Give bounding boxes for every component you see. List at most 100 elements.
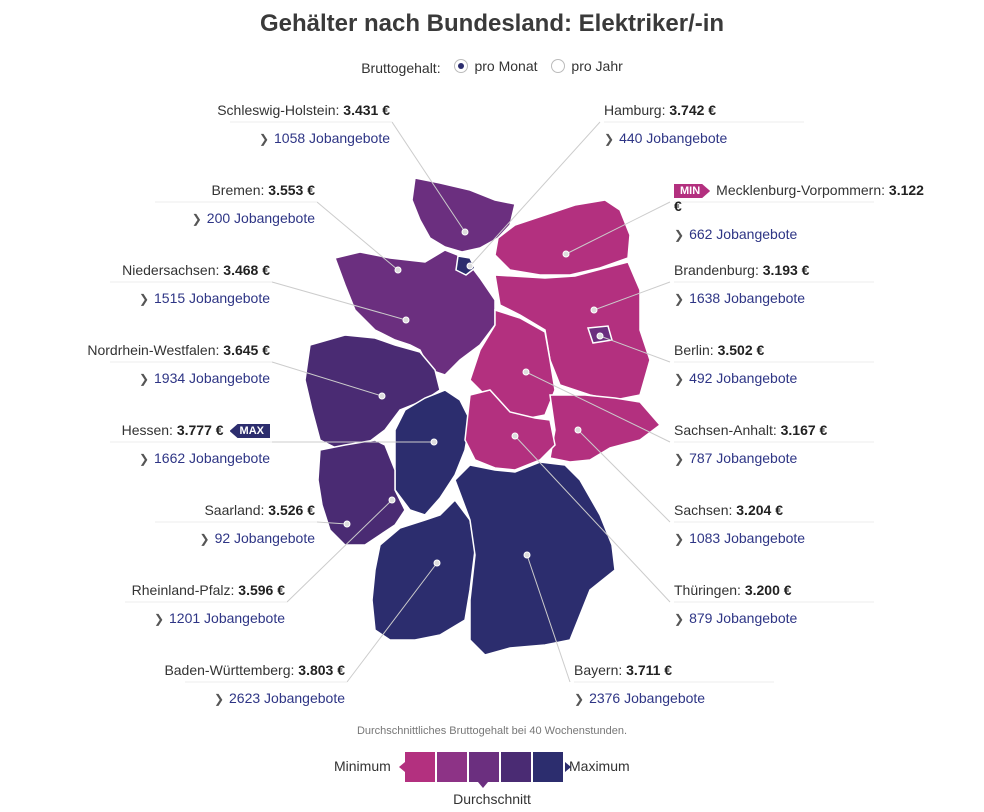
state-label-be: Berlin: 3.502 € ❯ 492 Jobangebote bbox=[674, 342, 934, 386]
job-offers-text: 1638 Jobangebote bbox=[689, 290, 806, 306]
leader-line-ni bbox=[271, 281, 407, 321]
job-offers-link[interactable]: ❯ 662 Jobangebote bbox=[674, 226, 934, 242]
job-offers-link[interactable]: ❯ 879 Jobangebote bbox=[674, 610, 934, 626]
chevron-right-icon: ❯ bbox=[674, 372, 685, 386]
radio-pro-jahr[interactable]: pro Jahr bbox=[551, 58, 623, 74]
state-marker-ni bbox=[402, 316, 410, 324]
state-shape-th[interactable] bbox=[464, 389, 556, 471]
state-shape-sh[interactable] bbox=[411, 177, 516, 253]
leader-line-sn bbox=[577, 429, 671, 523]
chevron-right-icon: ❯ bbox=[674, 532, 685, 546]
state-shape-sn[interactable] bbox=[549, 394, 662, 463]
chevron-right-icon: ❯ bbox=[153, 612, 164, 626]
job-offers-link[interactable]: ❯ 92 Jobangebote bbox=[55, 530, 316, 546]
job-offers-link[interactable]: ❯ 787 Jobangebote bbox=[674, 450, 934, 466]
leader-line-mv bbox=[565, 201, 671, 255]
state-name: Hessen: bbox=[121, 422, 177, 438]
state-marker-sn bbox=[574, 426, 582, 434]
job-offers-text: 1058 Jobangebote bbox=[274, 130, 390, 146]
job-offers-link[interactable]: ❯ 200 Jobangebote bbox=[55, 210, 315, 226]
job-offers-link[interactable]: ❯ 1058 Jobangebote bbox=[130, 130, 390, 146]
color-legend: Minimum Maximum Durchschnitt bbox=[0, 752, 984, 812]
chevron-right-icon: ❯ bbox=[138, 372, 149, 386]
leader-line-hh bbox=[469, 121, 601, 267]
job-offers-text: 1515 Jobangebote bbox=[154, 290, 270, 306]
state-label-bb: Brandenburg: 3.193 € ❯ 1638 Jobangebote bbox=[674, 262, 934, 306]
job-offers-text: 2376 Jobangebote bbox=[589, 690, 706, 706]
job-offers-link[interactable]: ❯ 1934 Jobangebote bbox=[10, 370, 270, 386]
chevron-right-icon: ❯ bbox=[191, 212, 202, 226]
chevron-right-icon: ❯ bbox=[674, 292, 685, 306]
state-name: Nordrhein-Westfalen: bbox=[87, 342, 224, 358]
leader-line-th bbox=[514, 435, 671, 603]
legend-min-pointer-icon bbox=[399, 762, 405, 772]
state-label-sl: Saarland: 3.526 € ❯ 92 Jobangebote bbox=[55, 502, 316, 546]
state-salary: 3.200 € bbox=[744, 582, 792, 598]
state-name: Bremen: bbox=[211, 182, 269, 198]
leader-line-by bbox=[526, 554, 571, 683]
legend-max-label: Maximum bbox=[569, 758, 630, 774]
state-marker-nw bbox=[378, 392, 386, 400]
leader-line-be bbox=[599, 335, 671, 363]
state-marker-st bbox=[522, 368, 530, 376]
state-salary: 3.711 € bbox=[626, 662, 673, 678]
job-offers-link[interactable]: ❯ 1201 Jobangebote bbox=[25, 610, 285, 626]
state-name-row: Baden-Württemberg: 3.803 € bbox=[85, 662, 345, 678]
legend-swatch-3 bbox=[469, 752, 499, 782]
state-salary: 3.526 € bbox=[268, 502, 315, 518]
state-shape-hh[interactable] bbox=[455, 255, 476, 276]
state-salary: 3.742 € bbox=[669, 102, 717, 118]
state-label-hb: Bremen: 3.553 € ❯ 200 Jobangebote bbox=[55, 182, 315, 226]
state-salary: 3.502 € bbox=[717, 342, 765, 358]
state-name-row: Berlin: 3.502 € bbox=[674, 342, 934, 358]
footnote: Durchschnittliches Bruttogehalt bei 40 W… bbox=[356, 725, 628, 737]
job-offers-link[interactable]: ❯ 1083 Jobangebote bbox=[674, 530, 934, 546]
chevron-right-icon: ❯ bbox=[574, 692, 585, 706]
legend-min-label: Minimum bbox=[334, 758, 391, 774]
radio-pro-monat[interactable]: pro Monat bbox=[454, 58, 538, 74]
leader-line-sl bbox=[316, 521, 348, 525]
job-offers-text: 92 Jobangebote bbox=[214, 530, 315, 546]
legend-swatch-5 bbox=[533, 752, 563, 782]
job-offers-link[interactable]: ❯ 1638 Jobangebote bbox=[674, 290, 934, 306]
state-name: Niedersachsen: bbox=[122, 262, 224, 278]
state-shape-by[interactable] bbox=[454, 461, 616, 656]
state-salary: 3.596 € bbox=[238, 582, 285, 598]
leader-line-st bbox=[525, 371, 671, 443]
state-salary: 3.204 € bbox=[736, 502, 783, 518]
state-marker-mv bbox=[562, 250, 570, 258]
state-salary: 3.777 € bbox=[176, 422, 224, 438]
job-offers-link[interactable]: ❯ 440 Jobangebote bbox=[604, 130, 864, 146]
chevron-right-icon: ❯ bbox=[674, 228, 685, 242]
state-name: Mecklenburg-Vorpommern: bbox=[716, 182, 889, 198]
job-offers-link[interactable]: ❯ 1662 Jobangebote bbox=[10, 450, 270, 466]
state-label-th: Thüringen: 3.200 € ❯ 879 Jobangebote bbox=[674, 582, 934, 626]
state-shape-mv[interactable] bbox=[494, 199, 631, 276]
state-name: Bayern: bbox=[574, 662, 627, 678]
job-offers-text: 787 Jobangebote bbox=[689, 450, 798, 466]
state-shape-ni[interactable] bbox=[334, 249, 496, 376]
state-name: Saarland: bbox=[204, 502, 269, 518]
state-name-row: Bayern: 3.711 € bbox=[574, 662, 834, 678]
job-offers-text: 879 Jobangebote bbox=[689, 610, 798, 626]
leader-line-bb bbox=[593, 281, 671, 311]
job-offers-link[interactable]: ❯ 2376 Jobangebote bbox=[574, 690, 834, 706]
state-name: Schleswig-Holstein: bbox=[217, 102, 344, 118]
chevron-right-icon: ❯ bbox=[674, 612, 685, 626]
state-shape-he[interactable] bbox=[394, 389, 471, 516]
job-offers-link[interactable]: ❯ 1515 Jobangebote bbox=[10, 290, 270, 306]
state-marker-rp bbox=[388, 496, 396, 504]
state-name-row: Hamburg: 3.742 € bbox=[604, 102, 864, 118]
state-name-row: Nordrhein-Westfalen: 3.645 € bbox=[10, 342, 270, 358]
state-salary: 3.468 € bbox=[223, 262, 270, 278]
job-offers-text: 1083 Jobangebote bbox=[689, 530, 806, 546]
state-name: Hamburg: bbox=[604, 102, 670, 118]
job-offers-link[interactable]: ❯ 492 Jobangebote bbox=[674, 370, 934, 386]
state-label-hh: Hamburg: 3.742 € ❯ 440 Jobangebote bbox=[604, 102, 864, 146]
state-shape-bb[interactable] bbox=[494, 261, 651, 401]
min-badge: MIN bbox=[674, 184, 710, 198]
state-shape-bw[interactable] bbox=[371, 498, 476, 641]
job-offers-link[interactable]: ❯ 2623 Jobangebote bbox=[85, 690, 345, 706]
chevron-right-icon: ❯ bbox=[199, 532, 210, 546]
